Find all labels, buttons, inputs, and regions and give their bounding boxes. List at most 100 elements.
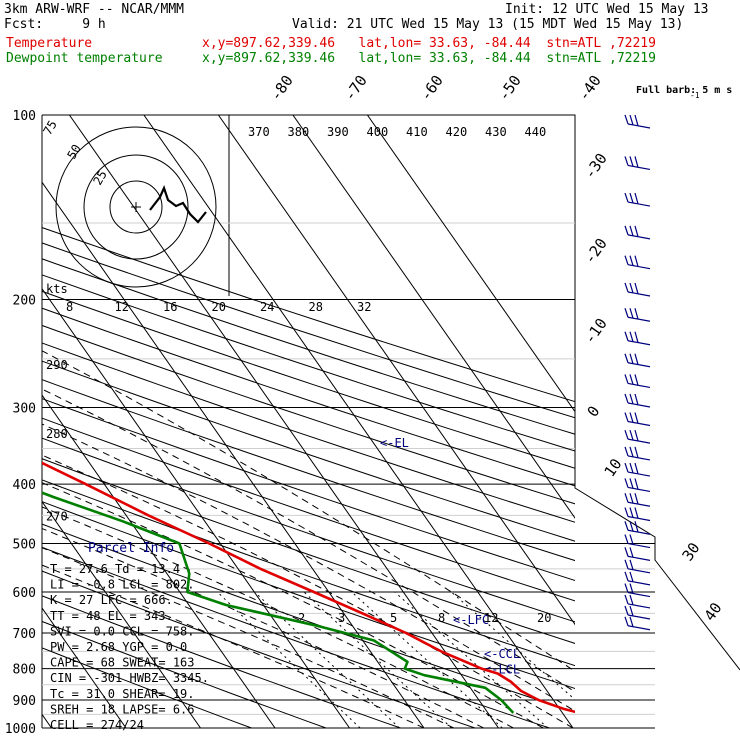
wind-barb-flag: [624, 429, 629, 440]
wind-barb-flag: [629, 114, 634, 126]
hodograph-speed-label: 8: [66, 300, 73, 314]
wind-barb-flag: [629, 393, 634, 405]
mixing-ratio-label: 3: [338, 611, 345, 625]
wind-barb-flag: [629, 225, 634, 236]
wind-barb-flag: [634, 282, 639, 294]
temperature-line: [42, 461, 575, 714]
wind-barb-flag: [629, 521, 634, 532]
level-marker: <-CCL: [484, 647, 520, 661]
parcel-info-row: T = 27.6 Td = 13.4: [50, 562, 180, 576]
hodograph-ring-label: 75: [40, 118, 59, 138]
wind-barb-flag: [634, 114, 639, 126]
dry-adiabat: [42, 523, 575, 713]
wind-barb-legend: Full barb: 5 m s: [636, 85, 732, 96]
wind-barb-flag: [624, 255, 629, 265]
pressure-label-200: 200: [13, 294, 36, 309]
wind-barb-flag: [629, 282, 634, 294]
wind-barb: [627, 362, 651, 368]
hodograph-speed-label: 12: [115, 300, 129, 314]
wind-barb-flag: [624, 282, 629, 293]
parcel-info-row: Tc = 31.0 SHEAR= 19.: [50, 687, 195, 701]
isotherm-line: [68, 115, 499, 728]
pressure-label-600: 600: [13, 586, 36, 601]
diagram-grid: [41, 114, 740, 729]
wind-barb-flag: [634, 374, 639, 386]
wind-barb: [627, 625, 651, 631]
temperature-tick-label: 0: [584, 403, 604, 421]
wind-barb: [627, 402, 651, 408]
dry-adiabat: [42, 274, 575, 452]
dry-adiabat: [42, 546, 550, 728]
wind-barb-flag: [624, 594, 629, 605]
wind-barb-flag: [624, 547, 629, 557]
wind-barb-flag: [624, 308, 629, 318]
parcel-info-row: CIN = -301 HWBZ= 3345.: [50, 671, 209, 685]
wind-barb-flag: [624, 521, 629, 531]
temperature-location: x,y=897.62,339.46 lat,lon= 33.63, -84.44…: [202, 36, 656, 51]
theta-label: 420: [446, 125, 468, 139]
hodograph-ring: [55, 126, 217, 288]
wind-barb-flag: [629, 462, 634, 474]
wind-barb-flag: [624, 616, 629, 626]
wind-barb-flag: [634, 429, 639, 442]
temperature-tick-label: -20: [581, 235, 611, 268]
wind-barb-flag: [624, 446, 629, 457]
level-marker: <-LFC: [453, 613, 489, 627]
moist-adiabat: [42, 482, 544, 728]
hodograph-speed-label: 24: [260, 300, 274, 314]
wind-barb-flag: [624, 559, 629, 569]
valid-time: Valid: 21 UTC Wed 15 May 13 (15 MDT Wed …: [292, 17, 684, 32]
pressure-label-400: 400: [13, 478, 36, 493]
wind-barb-flag: [629, 446, 634, 458]
dry-adiabat: [42, 290, 575, 469]
mixing-ratio-label: 2: [298, 611, 305, 625]
wind-barb-flag: [629, 331, 634, 342]
pressure-label-100: 100: [13, 109, 36, 124]
moist-adiabat: [42, 388, 575, 693]
wind-barb-flag: [634, 462, 639, 474]
temperature-tick-label: -70: [341, 72, 371, 105]
hodograph-trace: [149, 184, 207, 224]
wind-barb-flag: [634, 446, 639, 458]
wind-barb-flag: [629, 594, 634, 606]
wind-barb: [627, 486, 651, 493]
wind-barb: [627, 591, 651, 598]
wind-barb-flag: [624, 412, 629, 422]
wind-barb-flag: [629, 308, 634, 319]
temperature-tick-label: 40: [701, 599, 726, 624]
pressure-label-300: 300: [13, 401, 36, 416]
moist-adiabat: [42, 454, 574, 728]
wind-barb-flag: [629, 429, 634, 441]
temperature-tick-label: 30: [679, 539, 704, 564]
isotherm-line: [217, 115, 575, 626]
hodograph-ring: [83, 154, 189, 260]
wind-barb-legend-exponent: -1: [690, 91, 700, 100]
wind-barb: [627, 264, 651, 270]
wind-barb-flag: [624, 353, 629, 363]
wind-barb-flag: [624, 583, 629, 593]
wind-barb-flag: [629, 547, 634, 558]
temperature-tick-label: -80: [267, 72, 297, 105]
wind-barb: [627, 580, 651, 586]
wind-barb: [627, 420, 651, 427]
isotherm-line: [42, 287, 350, 728]
hodograph-ring-label: 50: [64, 142, 83, 162]
wind-barb-flag: [624, 393, 629, 404]
parcel-info-row: CELL = 274/24: [50, 718, 144, 732]
mixing-ratio-label: 8: [438, 611, 445, 625]
dry-adiabat: [42, 417, 575, 602]
wind-barb-flag: [624, 114, 629, 125]
wind-barb-flag: [629, 493, 634, 504]
dewpoint-location: x,y=897.62,339.46 lat,lon= 33.63, -84.44…: [202, 51, 656, 66]
wind-barb-flag: [624, 493, 629, 503]
wind-barb: [627, 501, 651, 507]
theta-label: 370: [248, 125, 270, 139]
hodograph-ring-label: 25: [90, 168, 109, 188]
pressure-label-1000: 1000: [5, 722, 36, 737]
wind-barb: [627, 164, 651, 171]
theta-label: 280: [46, 427, 68, 441]
level-marker: <-LCL: [484, 662, 520, 676]
